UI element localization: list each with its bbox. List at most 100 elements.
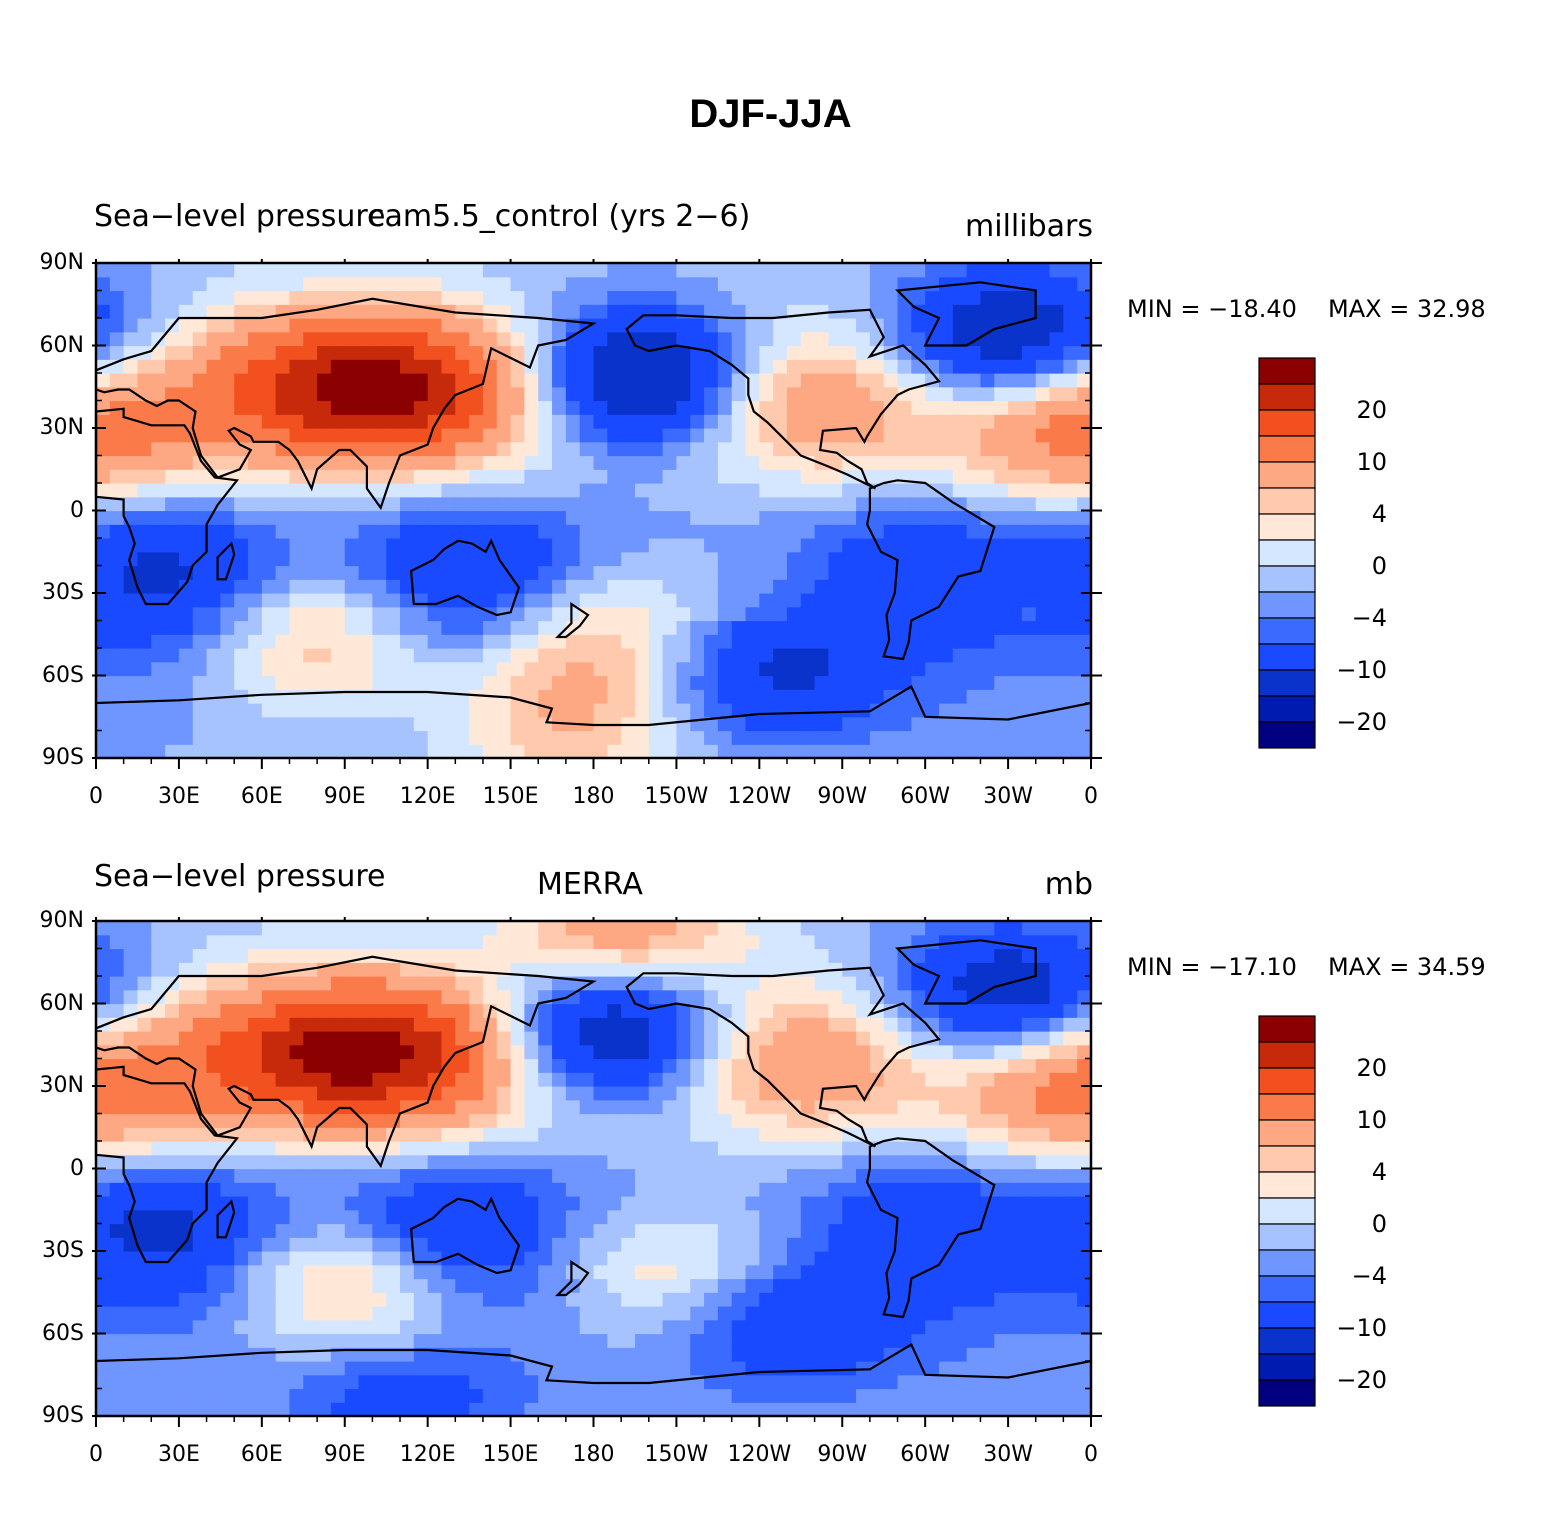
- field-cell: [178, 510, 194, 525]
- field-cell: [386, 1374, 401, 1390]
- field-cell: [842, 606, 857, 622]
- field-cell: [303, 318, 318, 333]
- field-cell: [289, 469, 304, 484]
- field-cell: [1035, 290, 1051, 305]
- field-cell: [400, 1278, 415, 1293]
- field-cell: [248, 263, 263, 278]
- field-cell: [800, 934, 816, 950]
- field-cell: [261, 1209, 277, 1225]
- field-cell: [482, 373, 498, 388]
- field-cell: [1063, 675, 1078, 690]
- field-cell: [593, 414, 608, 429]
- field-cell: [469, 661, 484, 677]
- field-cell: [704, 510, 719, 525]
- field-cell: [358, 1072, 373, 1087]
- field-cell: [1063, 304, 1078, 319]
- field-cell: [911, 1237, 926, 1252]
- field-cell: [773, 496, 788, 512]
- field-cell: [897, 331, 912, 347]
- field-cell: [400, 359, 415, 374]
- field-cell: [856, 1388, 871, 1403]
- field-cell: [248, 1333, 263, 1348]
- field-cell: [759, 934, 774, 950]
- field-cell: [925, 455, 940, 470]
- x-tick-label: 150W: [644, 784, 709, 809]
- field-cell: [151, 948, 166, 963]
- field-cell: [386, 510, 401, 525]
- field-cell: [883, 304, 899, 319]
- field-cell: [593, 400, 608, 415]
- field-cell: [800, 331, 816, 347]
- field-cell: [648, 593, 664, 608]
- field-cell: [358, 469, 373, 484]
- field-cell: [621, 455, 636, 470]
- field-cell: [1077, 579, 1092, 594]
- field-cell: [524, 524, 539, 539]
- field-cell: [800, 263, 816, 278]
- field-cell: [731, 989, 747, 1005]
- field-cell: [579, 703, 595, 718]
- field-cell: [925, 744, 940, 759]
- field-cell: [275, 1127, 291, 1142]
- field-cell: [469, 1223, 484, 1238]
- field-cell: [455, 524, 470, 539]
- field-cell: [869, 730, 885, 745]
- field-cell: [386, 1044, 401, 1060]
- field-cell: [648, 730, 664, 745]
- field-cell: [123, 579, 139, 594]
- field-cell: [220, 606, 235, 622]
- field-cell: [289, 620, 304, 635]
- field-cell: [676, 1361, 691, 1376]
- field-cell: [966, 689, 982, 704]
- field-cell: [358, 1264, 373, 1280]
- field-cell: [690, 730, 705, 745]
- field-cell: [386, 1209, 401, 1225]
- field-cell: [289, 331, 304, 347]
- field-cell: [593, 565, 608, 580]
- field-cell: [344, 1044, 360, 1060]
- field-cell: [206, 359, 221, 374]
- field-cell: [952, 593, 968, 608]
- field-cell: [317, 948, 332, 963]
- field-cell: [1035, 414, 1051, 429]
- field-cell: [717, 989, 733, 1005]
- field-cell: [1063, 276, 1078, 292]
- field-cell: [496, 1333, 512, 1348]
- field-cell: [441, 1319, 456, 1335]
- field-cell: [192, 989, 208, 1005]
- field-cell: [856, 1003, 871, 1018]
- field-cell: [759, 304, 774, 319]
- field-cell: [317, 290, 332, 305]
- field-cell: [662, 921, 678, 936]
- field-cell: [303, 565, 318, 580]
- field-cell: [704, 989, 719, 1005]
- field-cell: [1077, 510, 1092, 525]
- field-cell: [593, 304, 608, 319]
- field-cell: [938, 469, 954, 484]
- field-cell: [400, 1044, 415, 1060]
- field-cell: [400, 345, 415, 360]
- field-cell: [1021, 345, 1037, 360]
- field-cell: [676, 455, 691, 470]
- field-cell: [358, 579, 373, 594]
- field-cell: [662, 428, 678, 443]
- field-cell: [482, 1223, 498, 1238]
- field-cell: [427, 989, 443, 1005]
- field-cell: [317, 1319, 332, 1335]
- field-cell: [178, 455, 194, 470]
- field-cell: [510, 1141, 526, 1156]
- field-cell: [151, 1099, 166, 1115]
- field-cell: [938, 1127, 954, 1142]
- field-cell: [192, 730, 208, 745]
- field-cell: [648, 1347, 664, 1362]
- field-cell: [455, 1306, 470, 1321]
- field-cell: [137, 1017, 152, 1032]
- field-cell: [593, 359, 608, 374]
- field-cell: [842, 1154, 857, 1170]
- field-cell: [248, 1099, 263, 1115]
- field-cell: [441, 689, 456, 704]
- field-cell: [1063, 565, 1078, 580]
- field-cell: [482, 1113, 498, 1128]
- field-cell: [413, 1319, 429, 1335]
- field-cell: [1035, 304, 1051, 319]
